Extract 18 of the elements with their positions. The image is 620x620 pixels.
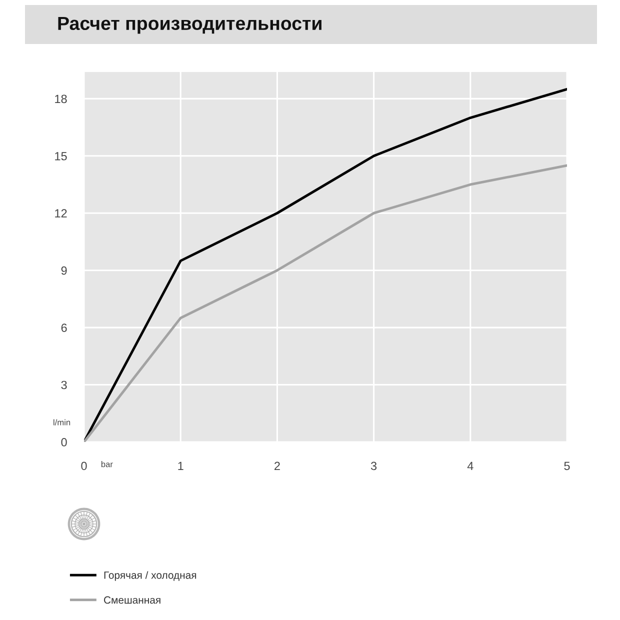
y-tick-label: 3 [61, 380, 67, 390]
x-tick-label: 5 [564, 462, 570, 470]
x-tick-label: 3 [370, 462, 377, 470]
x-tick-label: 1 [178, 462, 184, 470]
x-axis-title: bar [101, 461, 113, 468]
x-tick-label: 4 [467, 462, 474, 470]
y-tick-label: 0 [61, 438, 67, 446]
y-tick-label: 18 [55, 94, 67, 104]
y-tick-label: 9 [61, 266, 67, 275]
legend-label: Смешанная [104, 596, 160, 604]
chart-title: Расчет производительности [58, 16, 322, 34]
y-tick-label: 6 [61, 324, 67, 332]
y-tick-label: 12 [55, 209, 67, 218]
legend-label: Горячая / холодная [104, 571, 196, 581]
x-tick-label: 0 [81, 462, 87, 470]
y-axis-title: l/min [54, 419, 70, 426]
x-tick-label: 2 [274, 462, 280, 470]
y-tick-label: 15 [55, 152, 67, 160]
